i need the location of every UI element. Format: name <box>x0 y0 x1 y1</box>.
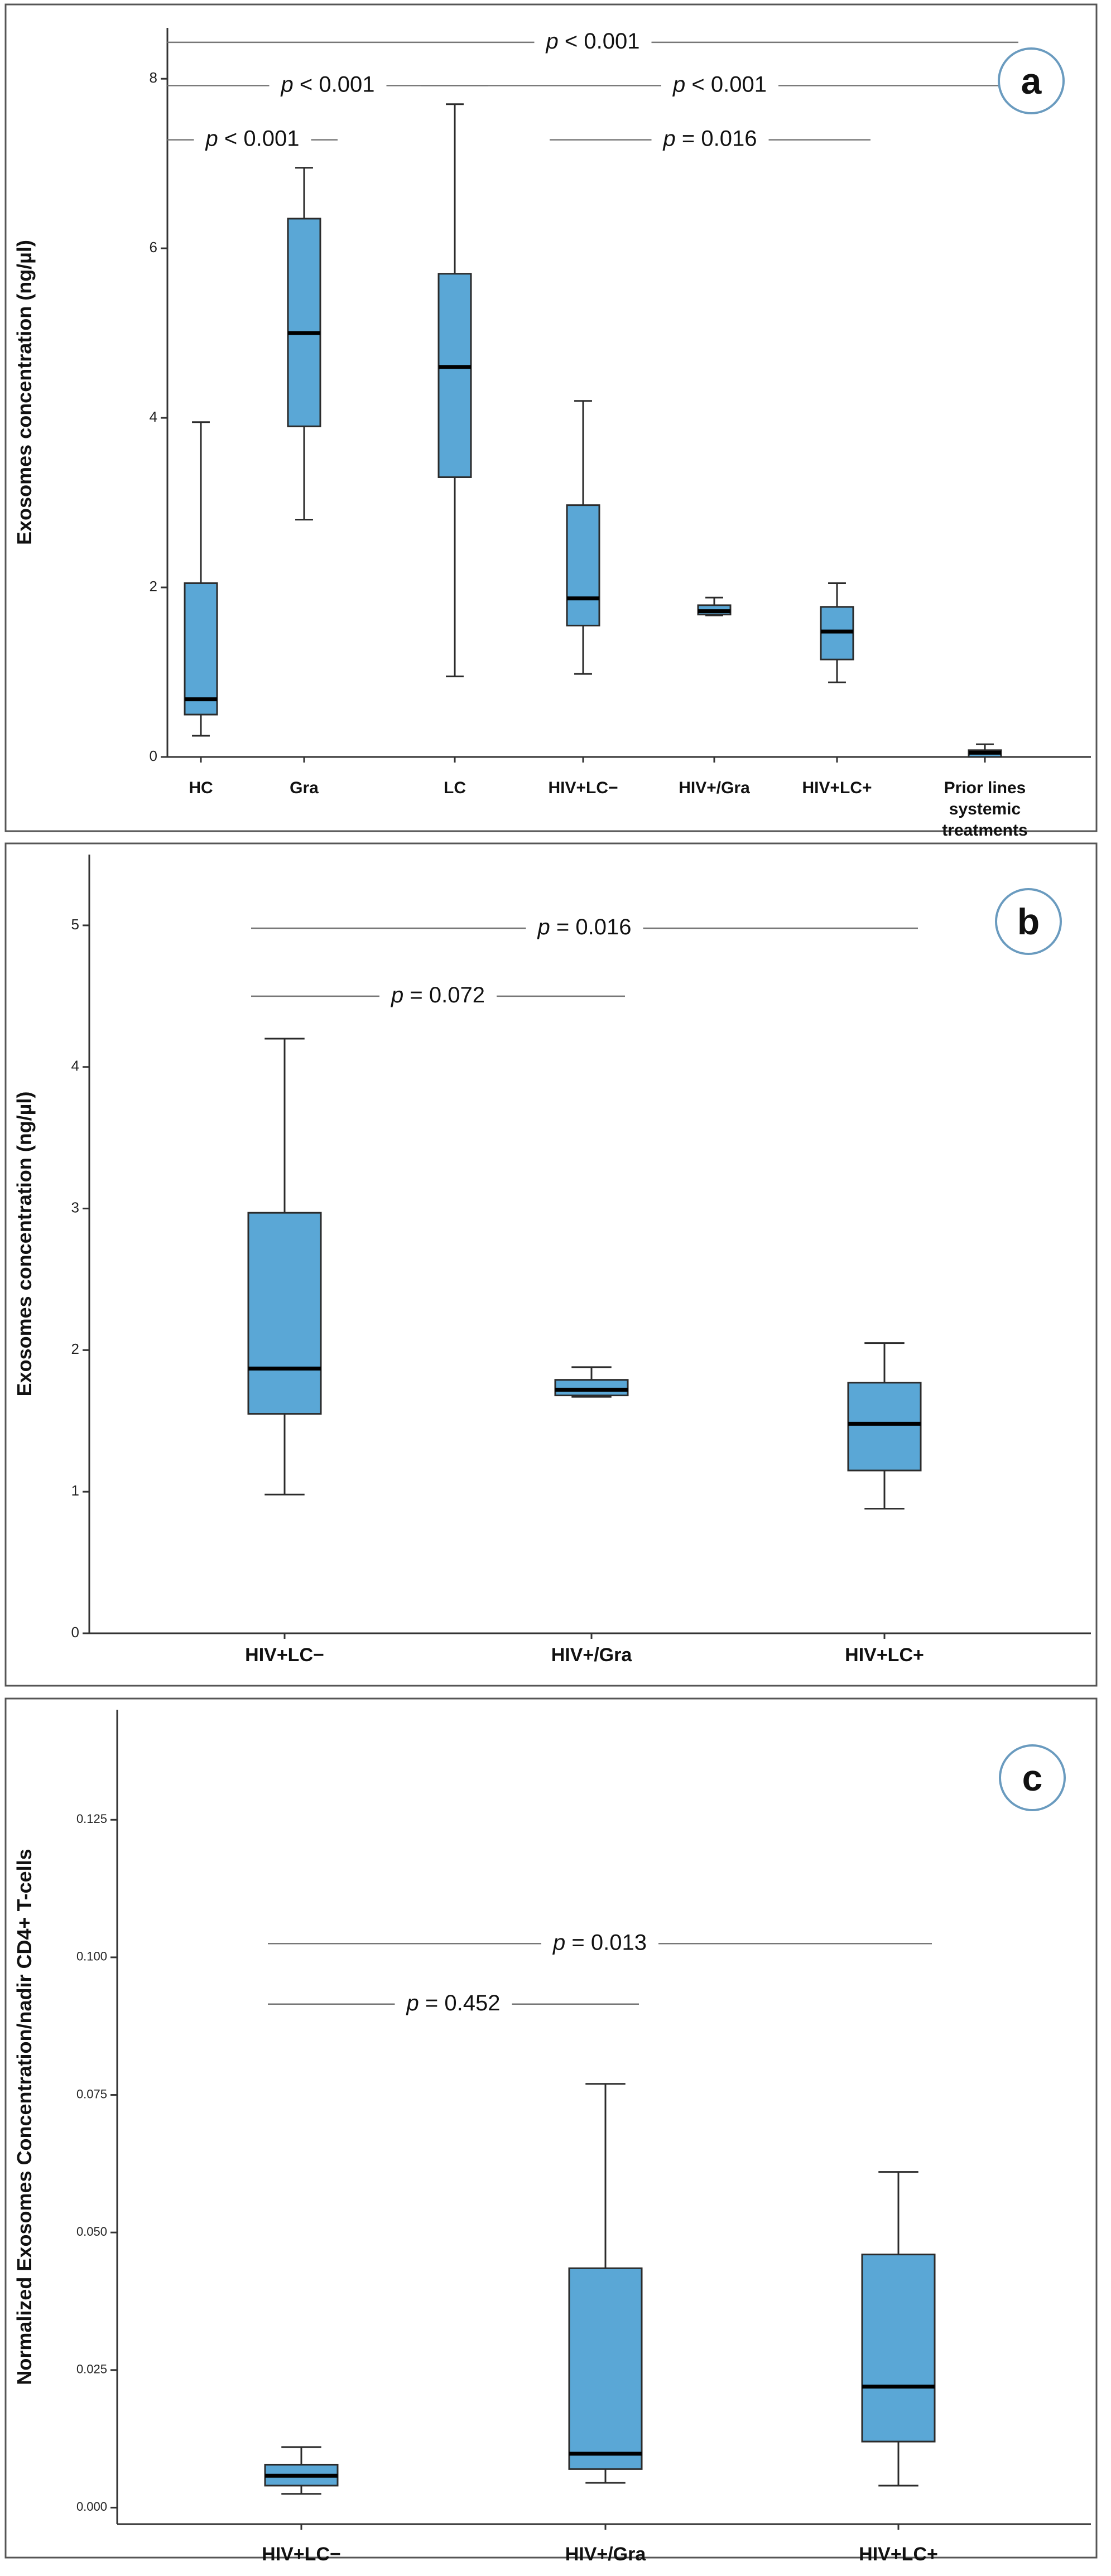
y-tick-label: 0.025 <box>76 2362 107 2376</box>
x-category-label: HIV+LC− <box>245 1644 324 1666</box>
significance-label-bg <box>269 72 387 99</box>
panel-badge <box>998 47 1065 114</box>
significance-label-bg <box>379 982 497 1010</box>
panel-badge-label: c <box>1022 1757 1043 1798</box>
plot-frame <box>4 3 1098 832</box>
y-tick-label: 8 <box>150 69 157 86</box>
y-tick-label: 0.100 <box>76 1950 107 1964</box>
box-iqr <box>847 1382 922 1472</box>
chart-panel-c: 0.000 0.025 0.050 0.075 0.100 0.125 Normalized… <box>4 1697 1098 2565</box>
chart-panel-b: 0 1 2 3 4 5 Exosomes concentration (ng/µl) HIV+… <box>4 842 1098 1687</box>
panel-badge-label: a <box>1021 60 1042 102</box>
y-axis-label: Exosomes concentration (ng/µl) <box>13 1092 36 1397</box>
panel-badge-label: b <box>1017 901 1040 942</box>
x-category-label: HIV+LC− <box>548 779 618 797</box>
y-tick-label: 2 <box>71 1340 79 1357</box>
y-axis-label: Normalized Exosomes Concentration/nadir … <box>13 1849 36 2385</box>
box-iqr <box>287 218 321 427</box>
significance-label-bg <box>194 126 311 153</box>
box-iqr <box>554 1379 629 1397</box>
y-tick-label: 0.050 <box>76 2225 107 2239</box>
significance-label-bg <box>395 1990 512 2018</box>
p-value-label: p < 0.001 <box>281 72 375 97</box>
box-iqr <box>437 273 472 478</box>
panel-badge <box>995 888 1062 955</box>
box-iqr <box>247 1212 322 1415</box>
p-value-label: p < 0.001 <box>546 28 640 53</box>
y-tick-label: 0 <box>150 747 157 764</box>
plot-frame <box>4 842 1098 1687</box>
p-value-label: p = 0.016 <box>663 126 757 151</box>
y-tick-label: 4 <box>150 408 157 425</box>
y-tick-label: 6 <box>150 239 157 255</box>
p-value-label: p < 0.001 <box>205 126 300 151</box>
y-tick-label: 0.075 <box>76 2087 107 2101</box>
x-category-label: Prior lines <box>944 779 1026 797</box>
x-category-label: Gra <box>290 779 319 797</box>
x-category-label: LC <box>444 779 466 797</box>
chart-panel-a: 0 2 4 6 8 Exosomes concentration (ng/µl) HC Gra… <box>4 3 1098 840</box>
significance-label-bg <box>526 914 643 942</box>
y-tick-label: 3 <box>71 1199 79 1215</box>
x-category-label: systemic <box>949 800 1021 818</box>
x-category-label: HIV+/Gra <box>679 779 750 797</box>
significance-label-bg <box>534 28 652 56</box>
x-category-label: HIV+LC+ <box>859 2544 938 2565</box>
box-iqr <box>861 2254 936 2443</box>
y-tick-label: 1 <box>71 1482 79 1499</box>
box-iqr <box>568 2267 643 2470</box>
y-axis-label: Exosomes concentration (ng/µl) <box>13 240 36 545</box>
x-category-label: HIV+LC+ <box>845 1644 924 1666</box>
y-tick-label: 5 <box>71 916 79 933</box>
x-category-label: HIV+/Gra <box>551 1644 633 1666</box>
y-tick-label: 2 <box>150 578 157 595</box>
x-category-label: HIV+/Gra <box>565 2544 647 2565</box>
significance-label-bg <box>661 72 778 99</box>
y-tick-label: 0 <box>71 1624 79 1641</box>
p-value-label: p < 0.001 <box>672 72 767 97</box>
p-value-label: p = 0.072 <box>391 982 485 1007</box>
p-value-label: p = 0.452 <box>406 1990 501 2015</box>
x-category-label: HIV+LC+ <box>802 779 872 797</box>
x-category-label: treatments <box>942 821 1027 840</box>
p-value-label: p = 0.016 <box>537 915 632 939</box>
box-iqr <box>566 504 600 626</box>
panel-badge <box>999 1744 1066 1811</box>
box-iqr <box>184 582 218 716</box>
y-tick-label: 0.125 <box>76 1812 107 1826</box>
significance-label-bg <box>541 1930 658 1957</box>
x-category-label: HIV+LC− <box>262 2544 341 2565</box>
x-category-label: HC <box>189 779 213 797</box>
y-tick-label: 0.000 <box>76 2500 107 2514</box>
significance-label-bg <box>651 126 769 153</box>
p-value-label: p = 0.013 <box>552 1930 647 1955</box>
y-tick-label: 4 <box>71 1058 79 1074</box>
plot-frame <box>4 1697 1098 2559</box>
